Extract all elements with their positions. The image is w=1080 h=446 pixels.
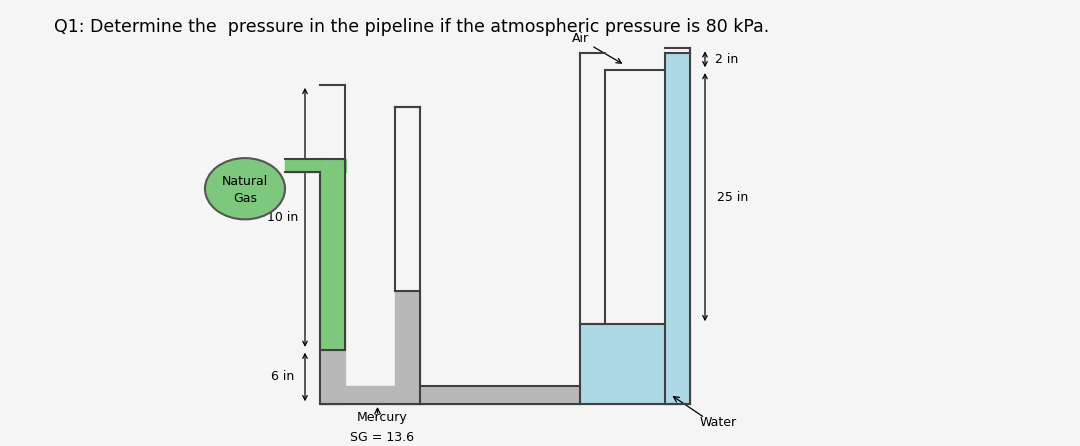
Text: Q1: Determine the  pressure in the pipeline if the atmospheric pressure is 80 kP: Q1: Determine the pressure in the pipeli… [54,18,769,36]
Text: Mercury: Mercury [357,411,408,424]
Text: 2 in: 2 in [715,53,739,66]
Ellipse shape [205,158,285,219]
Text: Natural: Natural [221,175,268,188]
Text: 6 in: 6 in [271,371,295,384]
Text: SG = 13.6: SG = 13.6 [351,431,415,444]
Text: Gas: Gas [233,192,257,205]
Text: Air: Air [571,33,621,63]
Text: 10 in: 10 in [268,211,299,224]
Text: 25 in: 25 in [717,190,748,204]
Text: Water: Water [700,416,738,429]
